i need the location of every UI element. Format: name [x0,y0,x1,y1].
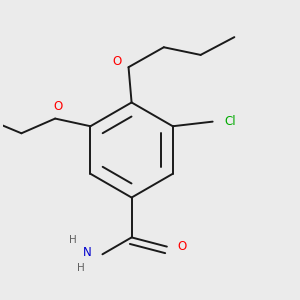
Text: H: H [76,263,84,273]
Text: O: O [54,100,63,113]
Text: O: O [112,55,122,68]
Text: Cl: Cl [224,115,236,128]
Text: O: O [177,239,186,253]
Text: N: N [83,246,92,259]
Text: H: H [68,235,76,244]
